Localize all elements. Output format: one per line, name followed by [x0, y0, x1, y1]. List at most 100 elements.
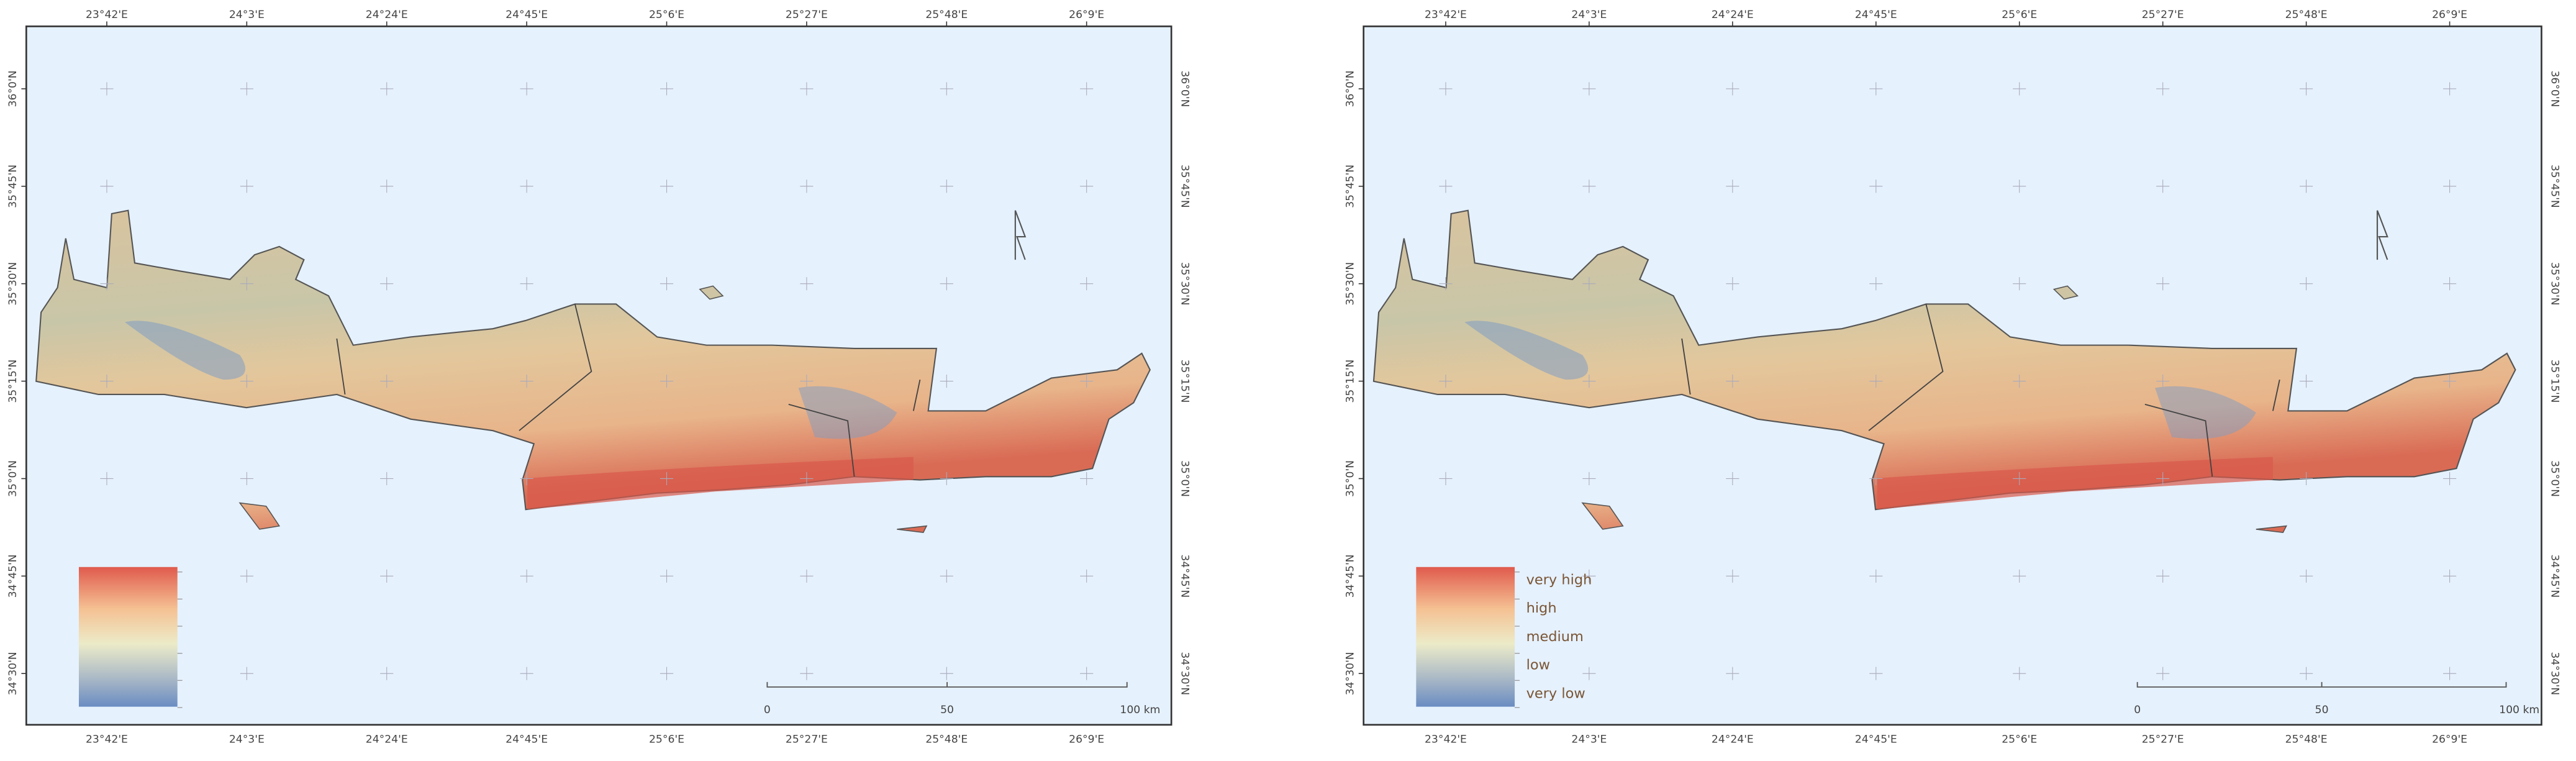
graticule-cross [800, 82, 814, 96]
graticule-cross [2300, 374, 2313, 388]
lat-label: 35°30'N [2549, 262, 2561, 306]
graticule-cross [660, 569, 674, 583]
lat-label: 35°30'N [1178, 262, 1190, 306]
graticule-cross [1080, 374, 1094, 388]
lon-label: 24°3'E [1571, 734, 1607, 746]
graticule-cross [240, 277, 253, 291]
lon-label: 24°45'E [1855, 9, 1897, 21]
graticule-cross [1726, 472, 1739, 486]
graticule-cross [2156, 82, 2170, 96]
graticule-cross [800, 180, 814, 193]
lat-label: 34°45'N [7, 554, 19, 598]
graticule-cross [520, 180, 533, 193]
map-panel: 23°42'E 23°42'E 24°3'E 24°3'E 24°24'E 24°24'E… [1345, 9, 2561, 746]
lat-label: 35°30'N [7, 262, 19, 306]
graticule-cross [1726, 374, 1739, 388]
lat-label: 34°30'N [7, 652, 19, 695]
lon-label: 25°48'E [925, 734, 968, 746]
lat-label: 35°0'N [7, 460, 19, 497]
graticule-cross [240, 374, 253, 388]
graticule-cross [1726, 667, 1739, 680]
graticule-cross [940, 277, 953, 291]
graticule-cross [240, 82, 253, 96]
graticule-cross [1869, 472, 1883, 486]
graticule-cross [660, 374, 674, 388]
lon-label: 24°45'E [1855, 734, 1897, 746]
lon-label: 24°24'E [366, 9, 408, 21]
graticule-cross [240, 472, 253, 486]
graticule-cross [1439, 374, 1453, 388]
graticule-cross [2442, 667, 2457, 680]
lon-label: 24°24'E [1712, 734, 1754, 746]
lon-label: 25°48'E [2285, 9, 2328, 21]
graticule-cross [800, 667, 814, 680]
lat-label: 35°15'N [2549, 360, 2561, 403]
graticule-cross [2300, 82, 2313, 96]
graticule-cross [1869, 180, 1883, 193]
lon-label: 23°42'E [86, 9, 128, 21]
lat-label: 35°0'N [1178, 460, 1190, 497]
graticule-cross [2013, 277, 2026, 291]
graticule-cross [1439, 82, 1453, 96]
lat-label: 34°45'N [1345, 554, 1357, 598]
graticule-cross [800, 569, 814, 583]
graticule-cross [1869, 374, 1883, 388]
lat-label: 35°15'N [7, 360, 19, 403]
graticule-cross [940, 569, 953, 583]
graticule-cross [520, 277, 533, 291]
lon-label: 25°48'E [2285, 734, 2328, 746]
lat-label: 35°45'N [2549, 165, 2561, 208]
graticule-cross [1080, 82, 1094, 96]
lon-label: 25°48'E [925, 9, 968, 21]
lon-label: 25°27'E [2142, 9, 2184, 21]
scale-bar [2136, 681, 2507, 688]
lon-label: 25°27'E [2142, 734, 2184, 746]
graticule-cross [2300, 180, 2313, 193]
graticule-cross [2013, 667, 2026, 680]
lon-label: 24°45'E [506, 9, 548, 21]
lat-label: 36°0'N [2549, 70, 2561, 107]
scale-label: 0 [2134, 704, 2141, 716]
scale-bar [766, 681, 1128, 688]
lat-label: 34°45'N [2549, 554, 2561, 598]
lon-label: 23°42'E [86, 734, 128, 746]
graticule-cross [520, 472, 533, 486]
graticule-cross [1080, 180, 1094, 193]
colorbar [78, 567, 178, 707]
graticule-cross [2013, 374, 2026, 388]
lat-label: 35°15'N [1178, 360, 1190, 403]
lon-label: 23°42'E [1425, 9, 1467, 21]
lon-label: 24°24'E [1712, 9, 1754, 21]
graticule-cross [1080, 277, 1094, 291]
lon-label: 25°6'E [649, 734, 684, 746]
graticule-cross [2156, 374, 2170, 388]
lon-label: 24°3'E [229, 734, 265, 746]
graticule-cross [1439, 472, 1453, 486]
graticule-cross [520, 82, 533, 96]
graticule-cross [520, 569, 533, 583]
graticule-cross [2442, 82, 2457, 96]
graticule-cross [940, 82, 953, 96]
graticule-cross [100, 472, 114, 486]
graticule-cross [1582, 180, 1596, 193]
graticule-cross [2013, 569, 2026, 583]
graticule-cross [1869, 667, 1883, 680]
graticule-cross [380, 277, 394, 291]
graticule-cross [660, 667, 674, 680]
lon-label: 24°45'E [506, 734, 548, 746]
graticule-cross [520, 667, 533, 680]
graticule-cross [660, 82, 674, 96]
lon-label: 25°6'E [2002, 9, 2037, 21]
lon-label: 25°27'E [786, 9, 828, 21]
graticule-cross [2013, 82, 2026, 96]
lat-label: 35°0'N [1345, 460, 1357, 497]
graticule-cross [2156, 180, 2170, 193]
graticule-cross [940, 667, 953, 680]
colorbar [1416, 567, 1515, 707]
graticule-cross [660, 180, 674, 193]
graticule-cross [1726, 277, 1739, 291]
graticule-cross [240, 180, 253, 193]
graticule-cross [2156, 472, 2170, 486]
graticule-cross [2300, 569, 2313, 583]
